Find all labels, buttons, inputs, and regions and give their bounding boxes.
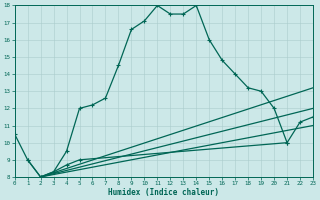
X-axis label: Humidex (Indice chaleur): Humidex (Indice chaleur) (108, 188, 219, 197)
